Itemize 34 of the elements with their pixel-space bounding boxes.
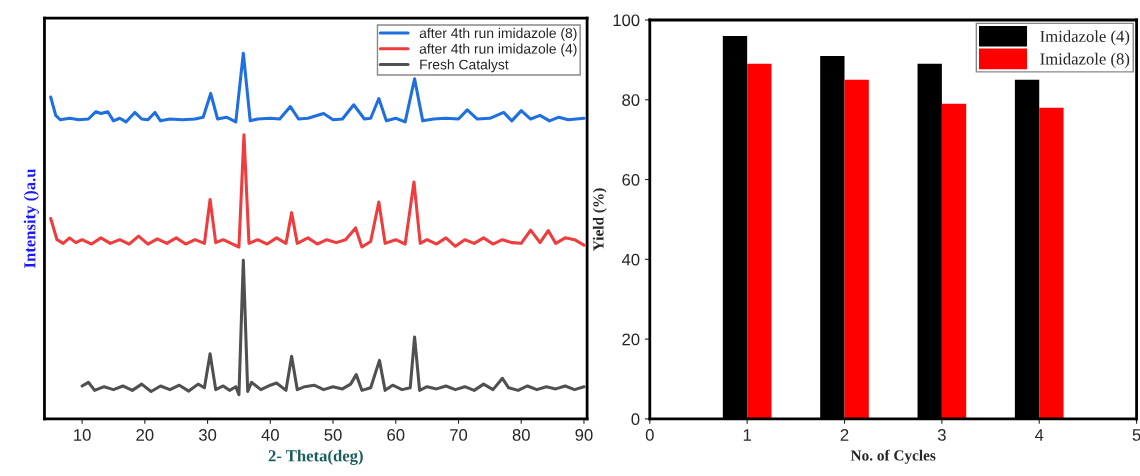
bar bbox=[1039, 107, 1064, 419]
y-axis-title: Intensity ()a.u bbox=[23, 168, 39, 268]
legend-label: after 4th run imidazole (8) bbox=[419, 27, 577, 41]
y-axis-title: Yield (%) bbox=[592, 188, 607, 251]
x-tick-label: 4 bbox=[1034, 429, 1044, 441]
x-tick-label: 2 bbox=[840, 429, 849, 441]
legend-label: Imidazole (8) bbox=[1040, 52, 1130, 68]
x-tick-label: 30 bbox=[198, 429, 217, 441]
y-tick-label: 80 bbox=[622, 94, 640, 106]
x-tick-label: 80 bbox=[512, 429, 530, 441]
y-tick-label: 0 bbox=[631, 413, 640, 426]
x-tick-label: 40 bbox=[261, 429, 279, 441]
x-tick-label: 90 bbox=[575, 429, 593, 441]
y-tick-label: 60 bbox=[622, 173, 640, 186]
x-tick-label: 3 bbox=[937, 429, 946, 441]
x-tick-label: 60 bbox=[387, 429, 405, 441]
y-tick-label: 20 bbox=[622, 333, 640, 346]
x-tick-label: 10 bbox=[74, 429, 91, 441]
x-tick-label: 20 bbox=[136, 429, 154, 441]
legend-label: Fresh Catalyst bbox=[420, 59, 509, 73]
bar bbox=[844, 79, 869, 419]
x-axis-title: No. of Cycles bbox=[850, 449, 936, 464]
x-tick-label: 1 bbox=[743, 429, 751, 441]
x-tick-label: 5 bbox=[1132, 429, 1140, 441]
bar bbox=[941, 103, 967, 419]
x-tick-label: 50 bbox=[324, 429, 342, 441]
y-tick-label: 100 bbox=[613, 14, 640, 27]
x-axis-title: 2- Theta(deg) bbox=[268, 449, 363, 465]
bar bbox=[747, 63, 772, 419]
legend-label: Imidazole (4) bbox=[1040, 30, 1130, 46]
x-tick-label: 0 bbox=[645, 429, 654, 441]
y-tick-label: 40 bbox=[621, 253, 640, 266]
x-tick-label: 70 bbox=[450, 429, 468, 441]
legend-label: after 4th run imidazole (4) bbox=[419, 43, 577, 57]
